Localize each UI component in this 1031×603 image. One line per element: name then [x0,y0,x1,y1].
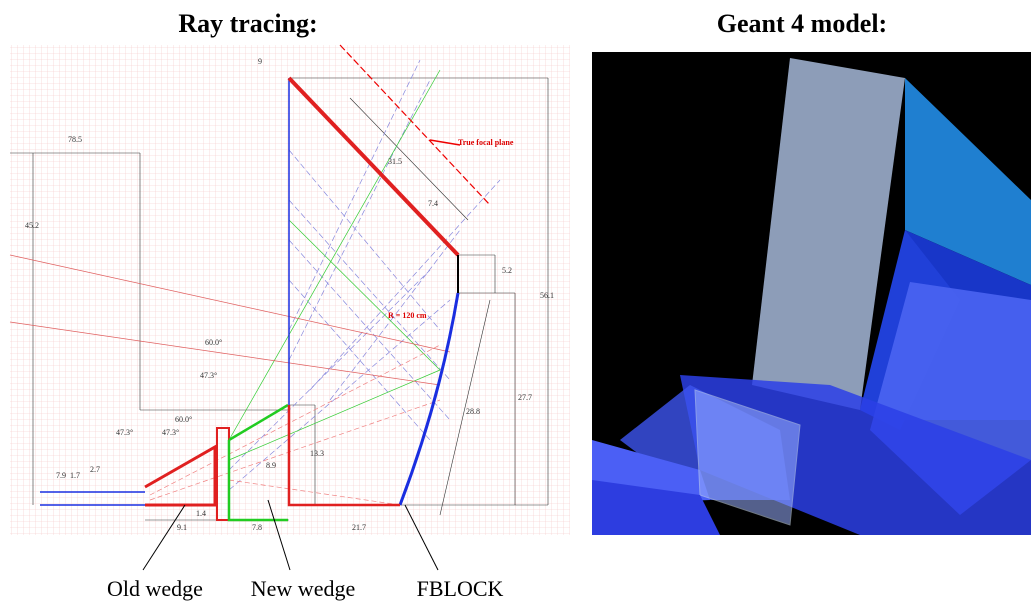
callout: FBLOCK [417,576,504,601]
dimension-label: 8.9 [266,461,276,470]
dimension-label: 13.3 [310,449,324,458]
dimension-label: 2.7 [90,465,100,474]
dimension-labels: 9 78.5 45.2 31.5 7.4 5.2 56.1 27.7 28.8 60.0° 47.3… [25,57,554,532]
dimension-label: 9.1 [177,523,187,532]
dimension-label: 7.8 [252,523,262,532]
dimension-label: 45.2 [25,221,39,230]
dimension-label: 7.9 [56,471,66,480]
dimension-label: 47.3° [200,371,217,380]
dimension-label: 60.0° [175,415,192,424]
dimension-label: 60.0° [205,338,222,347]
dimension-label: 47.3° [116,428,133,437]
dimension-label: 21.7 [352,523,366,532]
dimension-label: 27.7 [518,393,532,402]
annotation: R = 120 cm [388,311,427,320]
dimension-label: 56.1 [540,291,554,300]
callout: Old wedge [107,576,203,601]
dimension-label: 1.7 [70,471,80,480]
dimension-label: 31.5 [388,157,402,166]
dimension-label: 28.8 [466,407,480,416]
ray-tracing-drawing [9,44,570,571]
dimension-label: 1.4 [196,509,206,518]
geant4-model [592,52,1031,535]
dimension-label: 7.4 [428,199,438,208]
annotation: True focal plane [458,138,514,147]
dimension-label: 9 [258,57,262,66]
dimension-label: 5.2 [502,266,512,275]
dimension-label: 78.5 [68,135,82,144]
dimension-label: 47.3° [162,428,179,437]
callout: New wedge [251,576,355,601]
left-title: Ray tracing: [178,9,317,38]
right-title: Geant 4 model: [717,9,887,38]
